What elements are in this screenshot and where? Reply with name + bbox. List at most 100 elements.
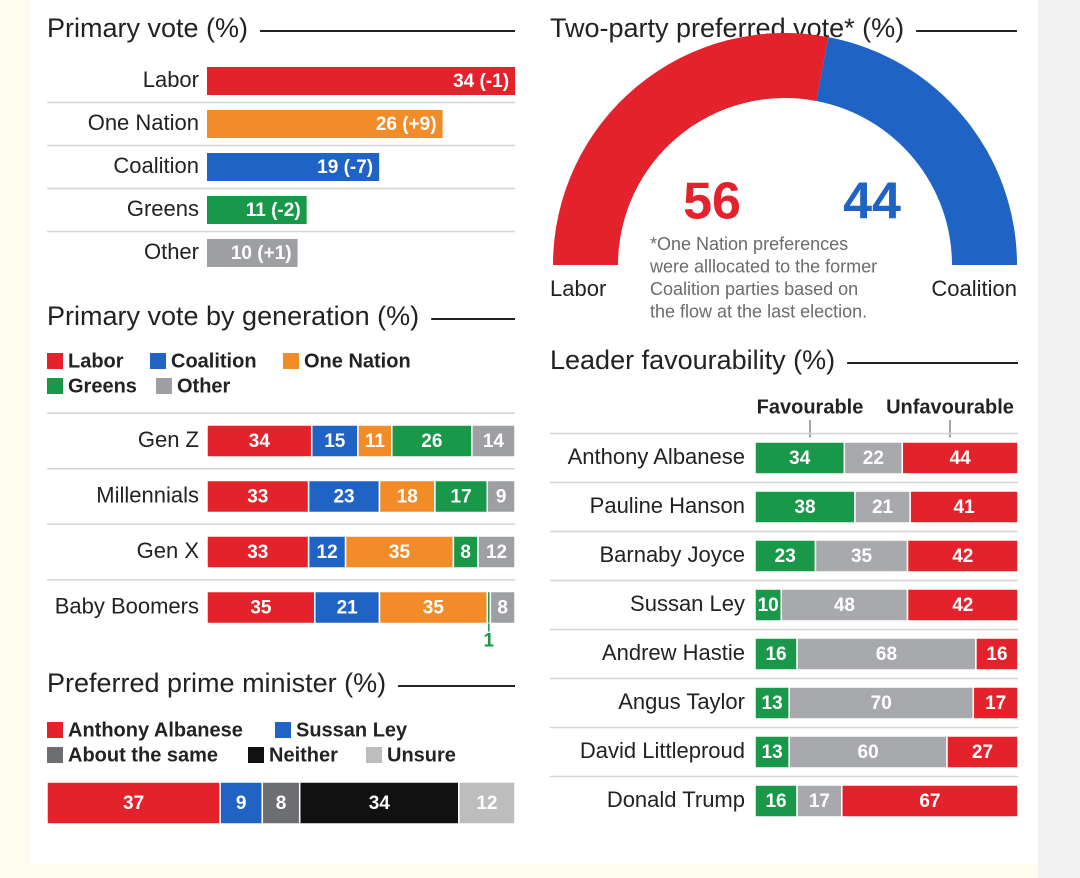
value-label: 16 <box>765 791 786 812</box>
category-label: One Nation <box>88 110 199 135</box>
bar-segment <box>477 535 516 569</box>
legend-label: Unsure <box>387 744 456 766</box>
category-label: Millennials <box>96 482 199 507</box>
category-label: Other <box>144 239 199 264</box>
bar-segment <box>796 637 977 671</box>
value-label: 38 <box>794 497 815 518</box>
legend-swatch <box>275 722 291 738</box>
value-label: 37 <box>123 793 144 814</box>
legend-label: Coalition <box>171 350 257 372</box>
value-label: 12 <box>486 542 507 563</box>
bar-segment <box>219 781 264 825</box>
legend-label: Favourable <box>757 396 864 418</box>
bar-segment <box>489 590 516 625</box>
value-label: 11 (-2) <box>246 200 301 221</box>
legend-swatch <box>248 747 264 763</box>
value-label: 9 <box>236 793 247 814</box>
value-label: 44 <box>950 448 972 469</box>
legend-label: Unfavourable <box>886 396 1014 418</box>
bar <box>207 239 298 267</box>
category-label: Coalition <box>113 153 199 178</box>
value-label: 8 <box>460 542 471 563</box>
legend-label: Anthony Albanese <box>68 719 243 741</box>
bar-segment <box>206 535 310 569</box>
legend-swatch <box>150 353 166 369</box>
value-label: 48 <box>834 595 855 616</box>
bar-segment <box>206 479 310 514</box>
category-label: Gen Z <box>138 427 199 452</box>
value-label: 14 <box>483 431 505 452</box>
legend-label: Labor <box>68 350 124 372</box>
chart-title: Primary vote (%) <box>47 13 248 43</box>
legend-label: Sussan Ley <box>296 719 408 741</box>
bar-segment <box>906 588 1019 622</box>
value-label: 13 <box>762 693 783 714</box>
category-label: Coalition <box>931 276 1017 301</box>
value-label: 67 <box>919 791 940 812</box>
category-label: Labor <box>550 276 606 301</box>
bar-segment <box>901 441 1019 475</box>
bar-segment <box>754 539 817 573</box>
legend-label: One Nation <box>304 350 411 372</box>
value-label: 33 <box>247 487 268 508</box>
value-label: 34 <box>249 431 271 452</box>
value-label: 10 (+1) <box>231 243 292 264</box>
category-label: Gen X <box>137 538 200 563</box>
chart-title: Two-party preferred vote* (%) <box>550 13 904 43</box>
value-label: 26 (+9) <box>376 114 437 135</box>
value-label: 70 <box>871 693 892 714</box>
category-label: Pauline Hanson <box>590 493 745 518</box>
bar-segment <box>307 535 347 569</box>
value-label: 60 <box>858 742 879 763</box>
category-label: Labor <box>143 67 199 92</box>
bar-segment <box>909 490 1019 524</box>
bar-segment <box>458 781 516 825</box>
value-label: 19 (-7) <box>317 157 373 178</box>
chart-title: Primary vote by generation (%) <box>47 301 419 331</box>
annotation: the flow at the last election. <box>650 301 867 321</box>
bar-segment <box>754 490 856 524</box>
value-label: 34 <box>369 793 391 814</box>
value-label: 23 <box>775 546 796 567</box>
legend-swatch <box>156 378 172 394</box>
legend-swatch <box>47 353 63 369</box>
value-label: 33 <box>247 542 268 563</box>
value-label: 16 <box>765 644 786 665</box>
category-label: Anthony Albanese <box>568 444 745 469</box>
bar-segment <box>975 637 1019 671</box>
bar-segment <box>946 735 1019 769</box>
category-label: Andrew Hastie <box>602 640 745 665</box>
value-label: 17 <box>451 487 472 508</box>
bar-segment <box>788 686 975 720</box>
value-label: 18 <box>397 487 418 508</box>
annotation: Coalition parties based on <box>650 279 858 299</box>
value-label: 11 <box>365 431 386 452</box>
value-label: 8 <box>497 598 508 619</box>
value-label: 21 <box>337 598 359 619</box>
value-label: 21 <box>872 497 894 518</box>
value-label: 42 <box>952 546 973 567</box>
value-label: 35 <box>389 542 411 563</box>
chart-title: Leader favourability (%) <box>550 345 835 375</box>
bar <box>207 110 443 138</box>
value-label: 35 <box>851 546 873 567</box>
category-label: Angus Taylor <box>618 689 745 714</box>
bar-segment <box>754 686 790 720</box>
value-label: 22 <box>863 448 884 469</box>
value-label: 35 <box>250 598 272 619</box>
arc-segment <box>553 33 829 265</box>
annotation: were alllocated to the former <box>649 256 877 276</box>
bar-segment <box>261 781 301 825</box>
value-label: 23 <box>333 487 354 508</box>
bar <box>207 153 380 181</box>
value-label: 12 <box>317 542 338 563</box>
value-label: 17 <box>985 693 1006 714</box>
arc-segment <box>816 37 1017 265</box>
bar-segment <box>814 539 909 573</box>
value-label: 26 <box>421 431 442 452</box>
value-label: 34 (-1) <box>453 71 509 92</box>
legend-label: Greens <box>68 375 137 397</box>
legend-label: About the same <box>68 744 218 766</box>
legend-swatch <box>47 722 63 738</box>
